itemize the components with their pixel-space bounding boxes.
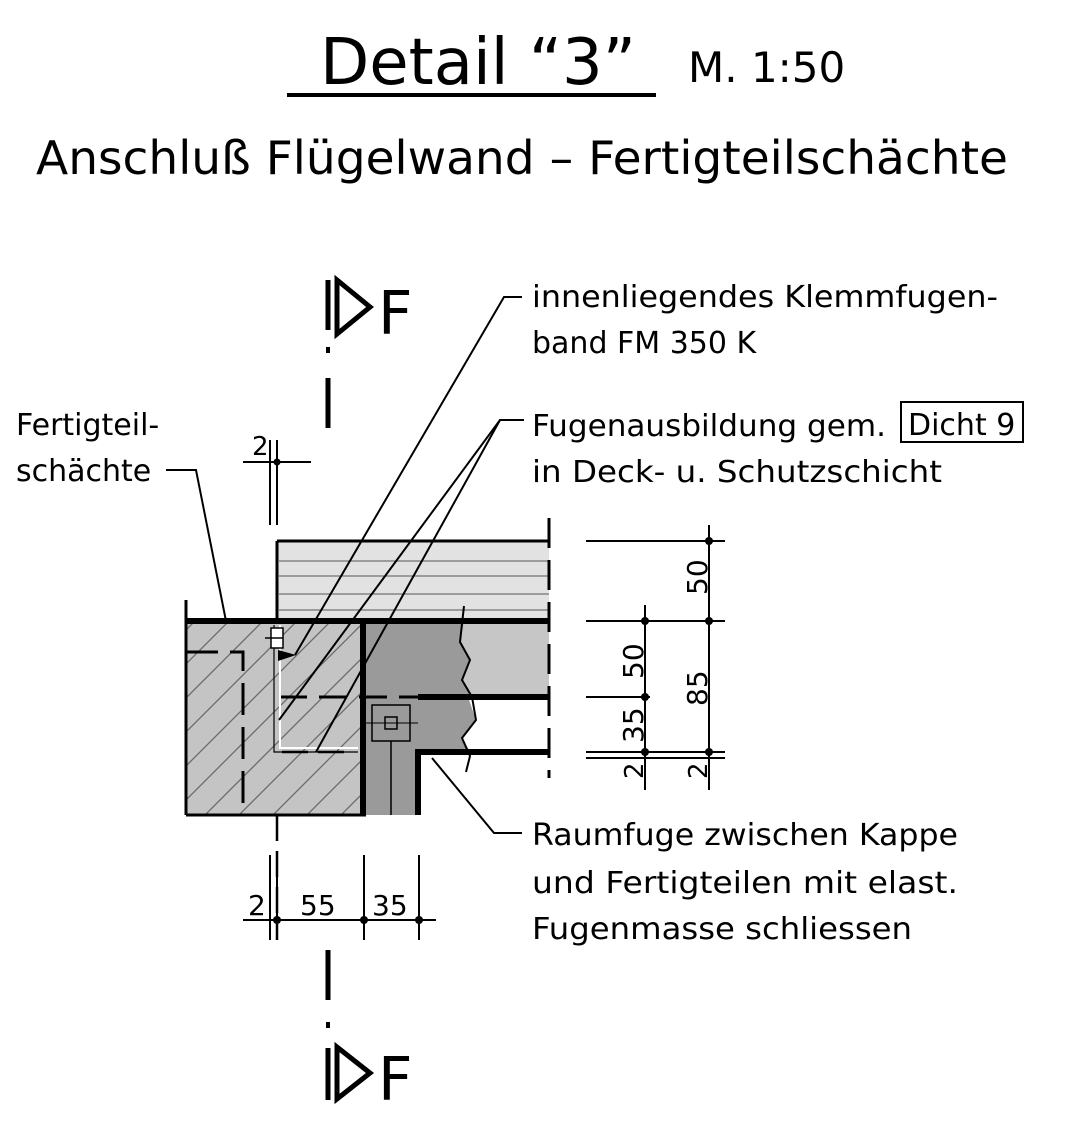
precast-shaft-hidden-edge bbox=[186, 650, 245, 815]
label-band-line2: band FM 350 K bbox=[532, 326, 757, 361]
dim-top-left bbox=[243, 440, 311, 525]
wing-wall-cut-face bbox=[460, 621, 549, 697]
label-joint-line2: in Deck- u. Schutzschicht bbox=[532, 455, 942, 490]
dim-right-top-text: 50 bbox=[681, 559, 714, 595]
dim-right-bottom-text: 2 bbox=[684, 762, 714, 779]
label-precast-line2: schächte bbox=[16, 454, 151, 489]
leader-band-arrow bbox=[278, 650, 296, 661]
joint-ref-box bbox=[900, 401, 1024, 443]
dim-top-left-text: 2 bbox=[252, 432, 269, 462]
dim-right-chain bbox=[586, 525, 725, 790]
precast-shaft-section bbox=[186, 621, 366, 815]
label-gap-line3: Fugenmasse schliessen bbox=[532, 912, 912, 947]
dim-mid-upper-text: 50 bbox=[617, 643, 650, 679]
dim-bottom-a-text: 2 bbox=[248, 889, 266, 922]
section-marker-bottom: F bbox=[325, 950, 413, 1115]
subtitle: Anschluß Flügelwand – Fertigteilschächte bbox=[36, 131, 1008, 185]
wall-step-edge bbox=[415, 749, 549, 815]
leaders bbox=[166, 296, 524, 834]
label-band-line1: innenliegendes Klemmfugen- bbox=[532, 280, 998, 315]
label-gap-line1: Raumfuge zwischen Kappe bbox=[532, 818, 958, 853]
label-gap-line2: und Fertigteilen mit elast. bbox=[532, 866, 958, 901]
leader-joint-2 bbox=[315, 419, 501, 753]
dim-bottom-chain bbox=[243, 855, 436, 940]
joint-band bbox=[265, 625, 358, 753]
dim-mid-lower-text: 35 bbox=[617, 707, 650, 743]
title-main: Detail “3” bbox=[320, 26, 636, 100]
leader-band bbox=[294, 296, 522, 656]
leader-gap bbox=[431, 757, 522, 834]
title-scale: M. 1:50 bbox=[688, 43, 845, 92]
section-marker-top: F bbox=[325, 274, 413, 428]
leader-precast bbox=[166, 469, 227, 622]
dim-mid-bottom-text: 2 bbox=[620, 762, 650, 779]
anchor-plate bbox=[366, 704, 418, 815]
label-joint-line1: Fugenausbildung gem. bbox=[532, 409, 886, 444]
label-joint-ref: Dicht 9 bbox=[908, 408, 1015, 443]
dim-right-mid-text: 85 bbox=[681, 670, 714, 706]
dim-bottom-c-text: 35 bbox=[372, 889, 408, 922]
cover-layer bbox=[277, 541, 549, 621]
section-letter-bottom: F bbox=[378, 1045, 413, 1115]
section-letter-top: F bbox=[378, 279, 413, 349]
dim-bottom-b-text: 55 bbox=[300, 889, 336, 922]
label-precast-line1: Fertigteil- bbox=[16, 408, 159, 443]
